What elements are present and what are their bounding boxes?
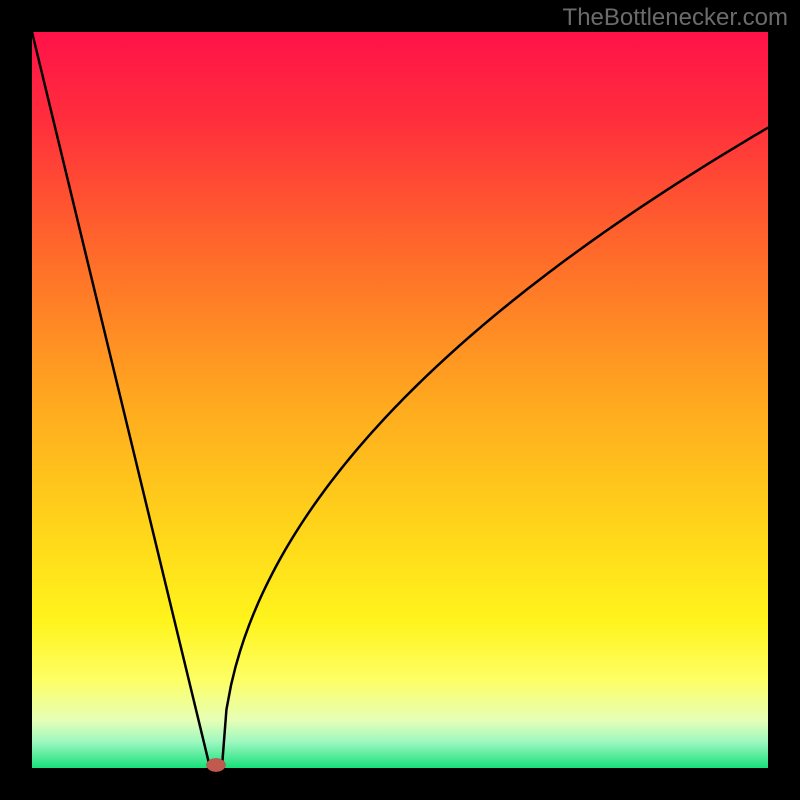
bottleneck-point-marker [206, 758, 225, 771]
chart-svg [0, 0, 800, 800]
chart-frame: TheBottlenecker.com [0, 0, 800, 800]
watermark-text: TheBottlenecker.com [563, 4, 788, 32]
plot-background [32, 32, 768, 768]
